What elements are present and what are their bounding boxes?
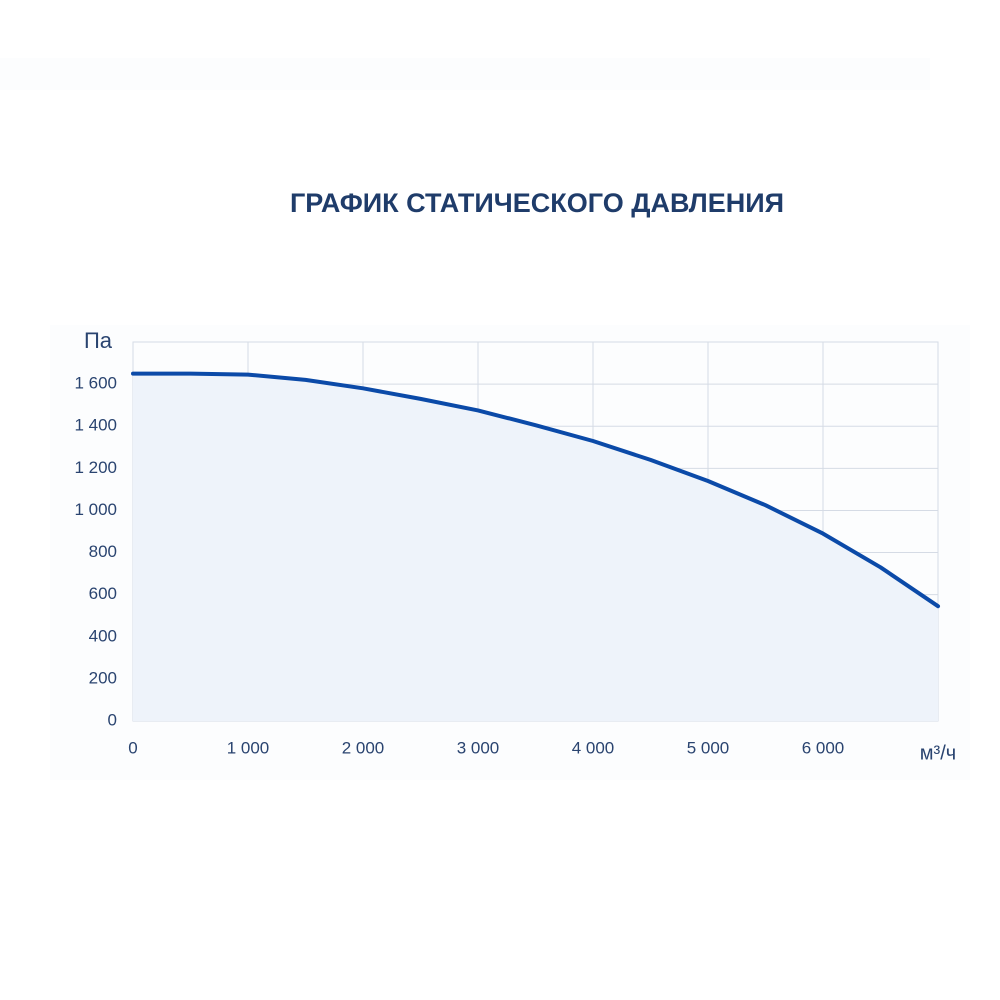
x-tick-label: 0 xyxy=(128,738,137,757)
x-tick-label: 6 000 xyxy=(802,738,845,757)
y-tick-label: 200 xyxy=(89,668,117,687)
area xyxy=(133,373,938,721)
y-axis-label: Па xyxy=(84,328,113,353)
y-tick-label: 1 200 xyxy=(74,458,117,477)
line xyxy=(131,371,940,609)
y-tick-label: 0 xyxy=(108,710,117,729)
x-axis-label: м³/ч xyxy=(920,742,956,764)
x-tick-label: 5 000 xyxy=(687,738,730,757)
y-tick-label: 1 400 xyxy=(74,416,117,435)
header-band xyxy=(0,58,930,90)
x-tick-label: 2 000 xyxy=(342,738,385,757)
x-tick-label: 3 000 xyxy=(457,738,500,757)
y-tick-label: 400 xyxy=(89,626,117,645)
y-tick-label: 600 xyxy=(89,584,117,603)
x-tick-label: 1 000 xyxy=(227,738,270,757)
y-tick-label: 1 000 xyxy=(74,500,117,519)
y-tick-label: 800 xyxy=(89,542,117,561)
chart-title: ГРАФИК СТАТИЧЕСКОГО ДАВЛЕНИЯ xyxy=(290,188,784,218)
y-tick-label: 1 600 xyxy=(74,374,117,393)
x-tick-label: 4 000 xyxy=(572,738,615,757)
